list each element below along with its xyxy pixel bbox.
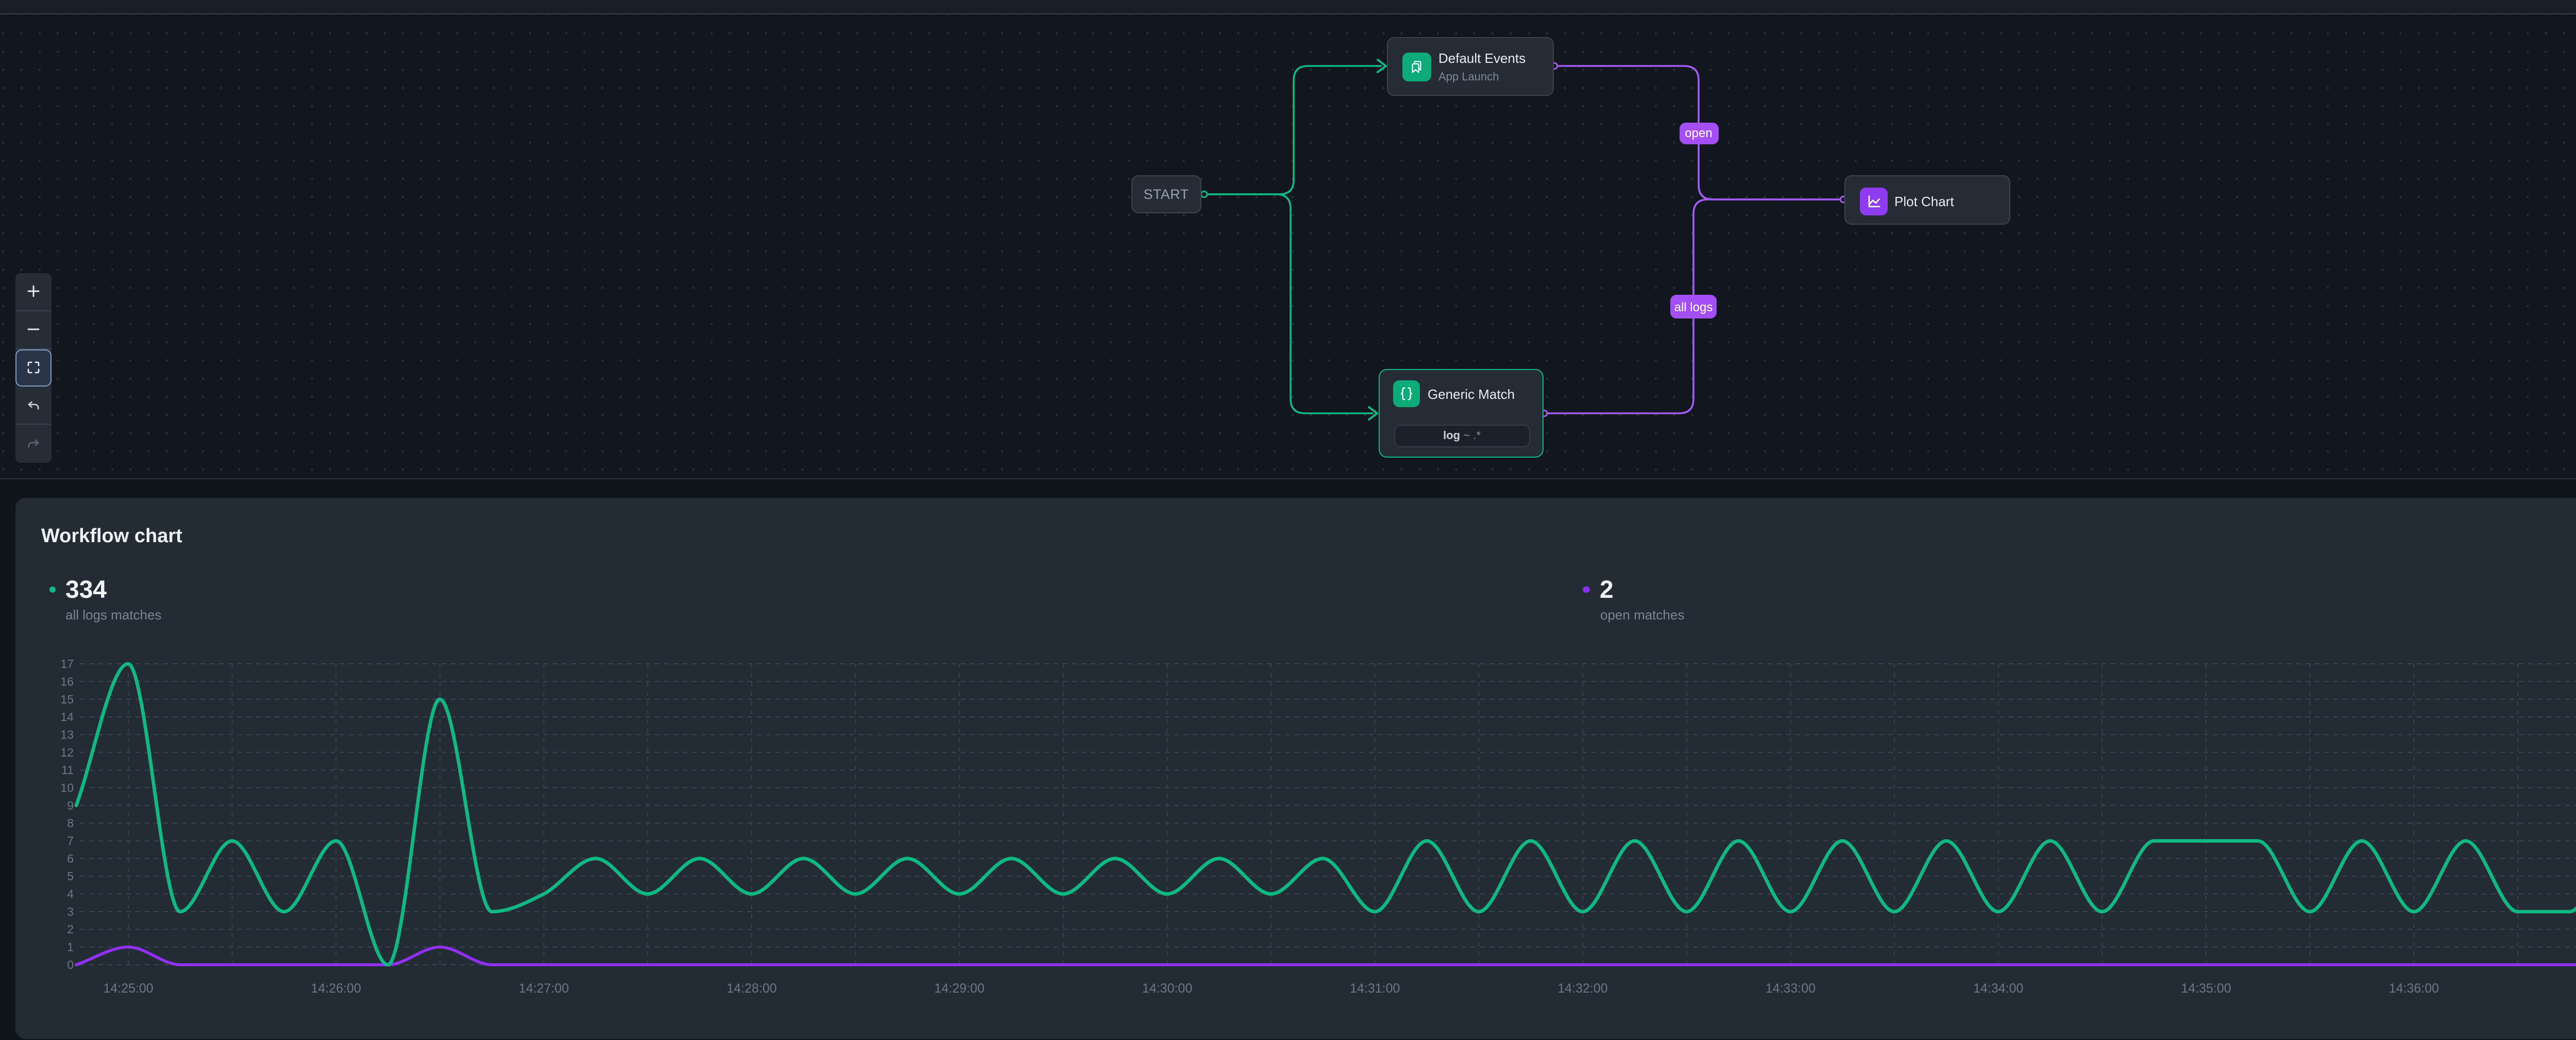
- svg-text:9: 9: [67, 799, 74, 812]
- svg-text:4: 4: [67, 887, 74, 901]
- svg-text:13: 13: [60, 728, 74, 741]
- svg-text:11: 11: [61, 763, 74, 777]
- svg-text:8: 8: [67, 816, 74, 830]
- svg-text:14:35:00: 14:35:00: [2181, 981, 2231, 996]
- svg-text:17: 17: [60, 657, 74, 670]
- svg-text:5: 5: [67, 869, 74, 883]
- svg-text:14:32:00: 14:32:00: [1557, 981, 1607, 996]
- svg-text:14: 14: [60, 710, 74, 724]
- svg-text:14:30:00: 14:30:00: [1142, 981, 1192, 996]
- svg-text:14:34:00: 14:34:00: [1973, 981, 2023, 996]
- svg-text:14:26:00: 14:26:00: [311, 981, 361, 996]
- svg-text:1: 1: [67, 941, 74, 954]
- svg-text:3: 3: [67, 905, 74, 918]
- svg-text:14:25:00: 14:25:00: [103, 981, 153, 996]
- svg-text:14:31:00: 14:31:00: [1350, 981, 1400, 996]
- svg-text:2: 2: [67, 922, 74, 936]
- svg-text:10: 10: [60, 781, 74, 794]
- svg-text:14:33:00: 14:33:00: [1766, 981, 1816, 996]
- svg-text:14:27:00: 14:27:00: [519, 981, 569, 996]
- svg-text:0: 0: [67, 958, 74, 971]
- svg-text:15: 15: [60, 693, 74, 706]
- svg-text:6: 6: [67, 852, 74, 865]
- svg-text:14:29:00: 14:29:00: [935, 981, 985, 996]
- svg-text:14:28:00: 14:28:00: [726, 981, 776, 996]
- svg-text:16: 16: [60, 675, 74, 688]
- svg-text:7: 7: [67, 834, 74, 848]
- svg-text:14:36:00: 14:36:00: [2389, 981, 2439, 996]
- svg-text:12: 12: [60, 746, 74, 759]
